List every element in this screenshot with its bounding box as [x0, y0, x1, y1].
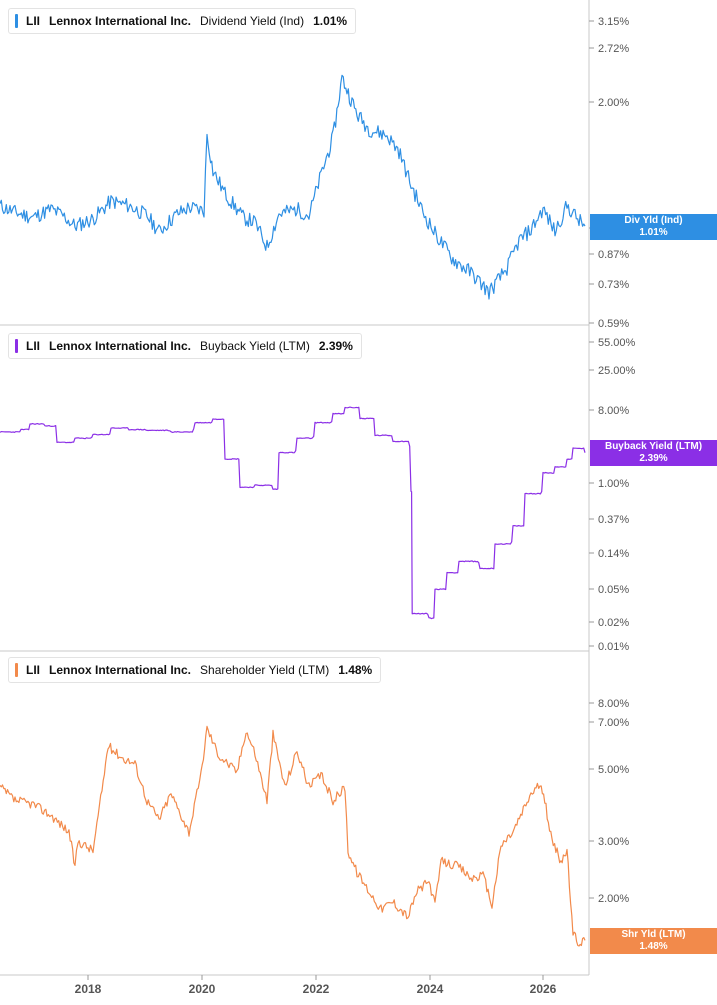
- y-tick-label: 7.00%: [598, 717, 629, 729]
- y-tick-label: 25.00%: [598, 365, 636, 377]
- x-tick-label: 2024: [417, 982, 444, 996]
- y-tick-label: 5.00%: [598, 764, 629, 776]
- last-value-tag-shareholder: Shr Yld (LTM) 1.48%: [590, 928, 717, 954]
- y-tick-label: 0.59%: [598, 318, 629, 330]
- tag-label: Buyback Yield (LTM): [604, 441, 703, 452]
- y-tick-label: 2.00%: [598, 97, 629, 109]
- y-tick-label: 3.00%: [598, 836, 629, 848]
- y-tick-label: 0.37%: [598, 514, 629, 526]
- legend-shareholder-yield[interactable]: LII Lennox International Inc. Shareholde…: [8, 657, 382, 683]
- tag-label: Shr Yld (LTM): [621, 929, 686, 940]
- series-line-shr: [0, 725, 586, 947]
- tag-value: 1.48%: [639, 941, 668, 952]
- x-tick-label: 2022: [303, 982, 330, 996]
- legend-company: Lennox International Inc.: [49, 14, 192, 28]
- y-tick-label: 2.00%: [598, 893, 629, 905]
- legend-metric: Dividend Yield (Ind): [200, 14, 305, 28]
- series-line-buyback: [0, 406, 586, 620]
- y-tick-label: 0.73%: [598, 279, 629, 291]
- legend-ticker: LII: [26, 339, 40, 353]
- tag-label: Div Yld (Ind): [624, 215, 683, 226]
- legend-dividend-yield[interactable]: LII Lennox International Inc. Dividend Y…: [8, 8, 357, 34]
- legend-buyback-yield[interactable]: LII Lennox International Inc. Buyback Yi…: [8, 333, 362, 359]
- x-tick-label: 2026: [530, 982, 557, 996]
- legend-metric: Shareholder Yield (LTM): [200, 663, 330, 677]
- y-tick-label: 0.87%: [598, 249, 629, 261]
- y-tick-label: 1.00%: [598, 478, 629, 490]
- legend-value: 1.01%: [313, 14, 348, 28]
- series-color-swatch: [15, 339, 18, 353]
- legend-value: 2.39%: [318, 339, 353, 353]
- tag-value: 2.39%: [639, 453, 668, 464]
- y-tick-label: 0.01%: [598, 641, 629, 653]
- x-tick-label: 2018: [75, 982, 102, 996]
- y-tick-label: 8.00%: [598, 405, 629, 417]
- legend-metric: Buyback Yield (LTM): [200, 339, 310, 353]
- y-tick-label: 0.14%: [598, 548, 629, 560]
- y-tick-label: 2.72%: [598, 43, 629, 55]
- y-tick-label: 0.05%: [598, 584, 629, 596]
- legend-value: 1.48%: [338, 663, 373, 677]
- tag-value: 1.01%: [639, 227, 668, 238]
- series-line-div: [0, 74, 586, 300]
- series-color-swatch: [15, 663, 18, 677]
- x-tick-label: 2020: [189, 982, 216, 996]
- legend-ticker: LII: [26, 663, 40, 677]
- last-value-tag-dividend: Div Yld (Ind) 1.01%: [590, 214, 717, 240]
- last-value-tag-buyback: Buyback Yield (LTM) 2.39%: [590, 440, 717, 466]
- legend-company: Lennox International Inc.: [49, 339, 192, 353]
- legend-ticker: LII: [26, 14, 40, 28]
- y-tick-label: 3.15%: [598, 16, 629, 28]
- y-tick-label: 8.00%: [598, 698, 629, 710]
- legend-company: Lennox International Inc.: [49, 663, 192, 677]
- y-tick-label: 0.02%: [598, 617, 629, 629]
- y-tick-label: 55.00%: [598, 337, 636, 349]
- series-color-swatch: [15, 14, 18, 28]
